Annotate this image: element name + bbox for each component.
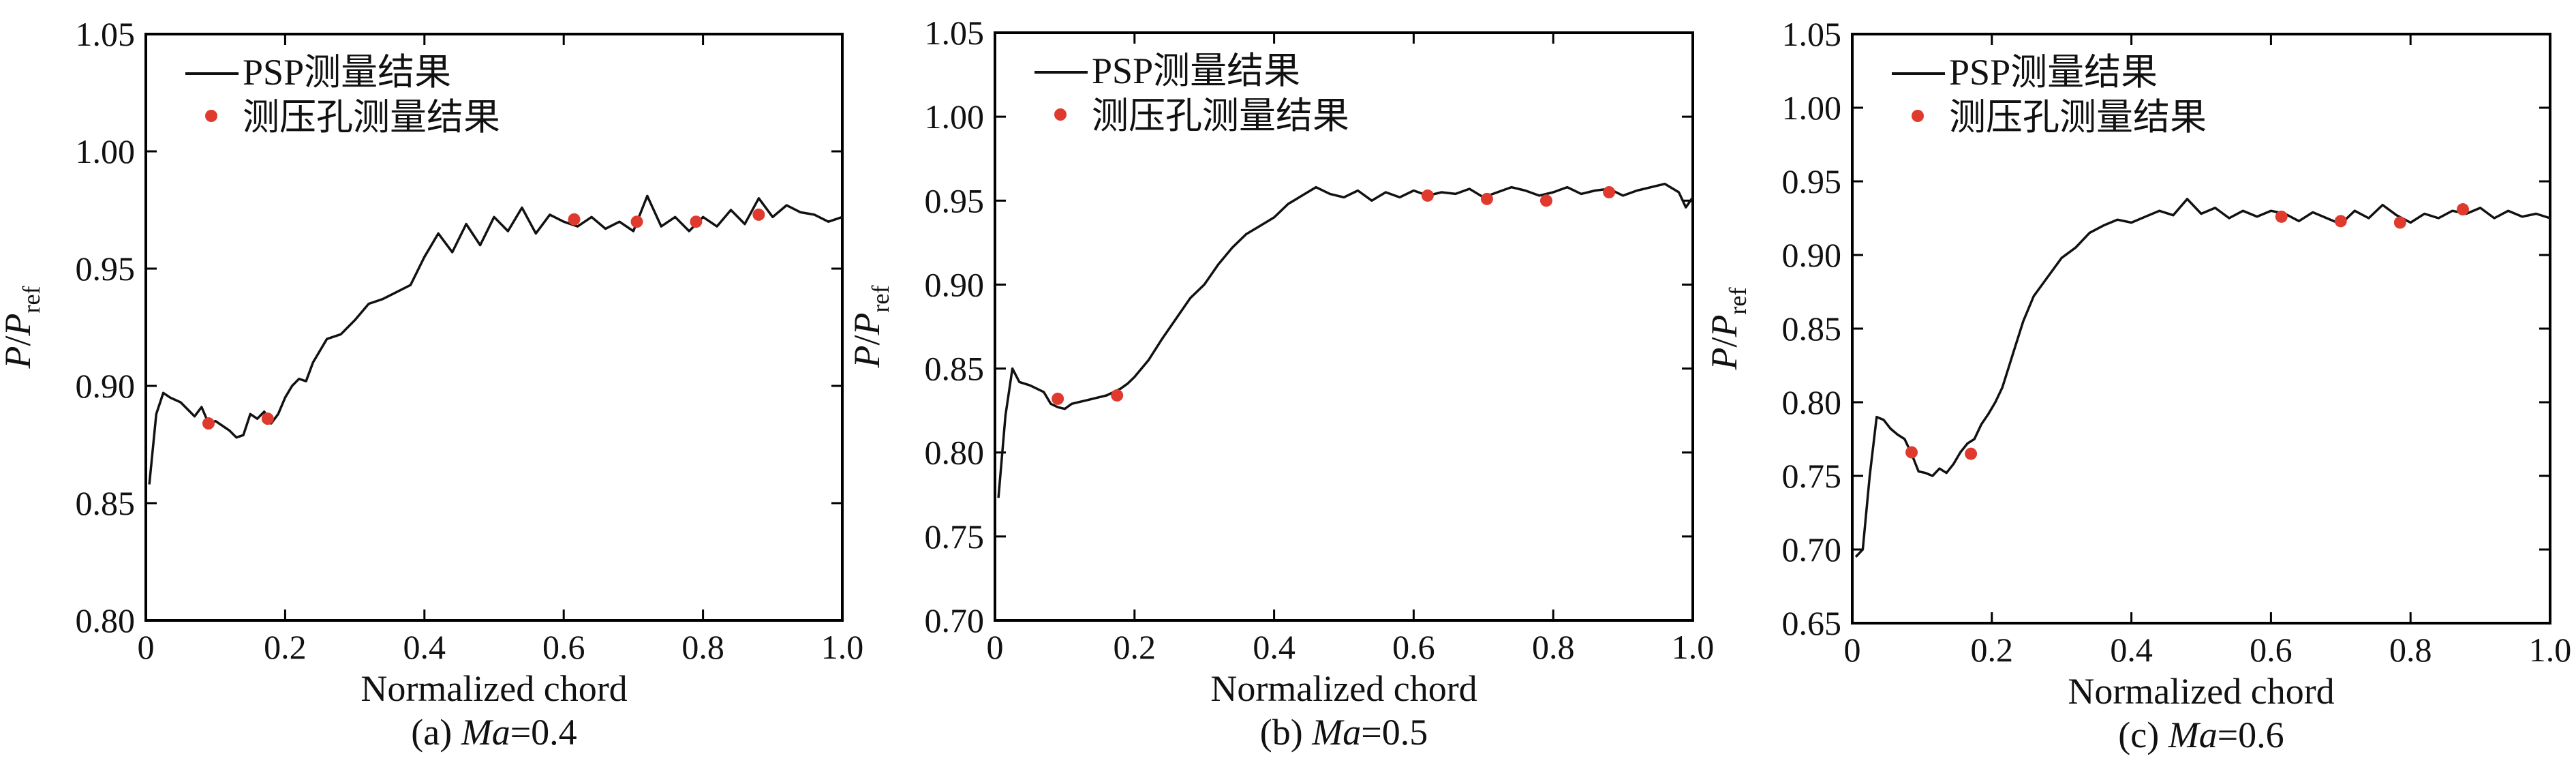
y-tick-label: 1.00: [925, 97, 985, 136]
y-tick-label: 1.00: [1782, 89, 1842, 127]
data-point-pressure-tap: [568, 213, 581, 226]
y-axis-label: P/Pref: [846, 286, 894, 369]
y-tick-label: 0.85: [76, 484, 136, 522]
y-tick-label: 0.90: [1782, 236, 1842, 274]
plot-frame: [994, 31, 1694, 622]
y-axis-label: P/Pref: [1704, 288, 1751, 371]
chart-panel-3: 0 0.2 0.4 0.6 0.8 1.0 0.65 0.70 0.75 0.80 0.85 0.90…: [1704, 15, 2571, 755]
y-tick-label: 0.90: [925, 265, 985, 303]
y-tick-label: 0.90: [76, 367, 136, 405]
x-tick-label: 0.4: [403, 628, 446, 666]
x-tick-label: 0: [1844, 631, 1861, 669]
x-tick-label: 0.2: [1971, 631, 2014, 669]
legend-label-pressure-tap: 测压孔测量结果: [243, 97, 500, 138]
x-tick-label: 0: [987, 628, 1004, 666]
chart-panel-2: 0 0.2 0.4 0.6 0.8 1.0 0.70 0.75 0.80 0.85 0.90 0.95…: [846, 14, 1714, 753]
legend-label-psp: PSP测量结果: [243, 52, 451, 93]
x-axis-label: Normalized chord: [2068, 671, 2334, 712]
x-tick-label: 1.0: [821, 628, 864, 666]
y-tick-label: 0.75: [1782, 457, 1842, 495]
legend-marker-swatch: [1054, 108, 1067, 121]
panel-caption: (b) Ma=0.5: [1260, 712, 1428, 753]
y-tick-label: 0.70: [925, 601, 985, 640]
data-point-pressure-tap: [2393, 216, 2406, 229]
x-tick-label: 1.0: [1672, 628, 1715, 666]
y-tick-label: 0.85: [925, 350, 985, 388]
legend-label-psp: PSP测量结果: [1949, 52, 2158, 93]
y-tick-label: 1.05: [76, 15, 136, 53]
chart-panel-1: 0 0.2 0.4 0.6 0.8 1.0 0.80 0.85 0.90 0.95 1.00 1.05…: [0, 15, 863, 753]
data-point-pressure-tap: [2334, 215, 2347, 228]
data-point-pressure-tap: [630, 215, 643, 228]
x-tick-label: 0.4: [1253, 628, 1295, 666]
y-tick-label: 1.00: [76, 132, 136, 170]
data-point-pressure-tap: [2457, 203, 2469, 216]
data-point-pressure-tap: [1421, 189, 1434, 202]
legend-marker-swatch: [1912, 110, 1924, 122]
y-tick-label: 0.95: [925, 181, 985, 220]
series-line-psp: [997, 182, 1694, 498]
y-tick-label: 1.05: [1782, 15, 1842, 53]
data-point-pressure-tap: [1905, 446, 1918, 459]
x-tick-label: 0.8: [1532, 628, 1575, 666]
x-axis-label: Normalized chord: [361, 668, 627, 709]
data-point-pressure-tap: [1480, 192, 1493, 205]
y-tick-label: 0.95: [76, 250, 136, 288]
legend-label-pressure-tap: 测压孔测量结果: [1949, 97, 2207, 138]
legend-marker-swatch: [205, 110, 217, 122]
x-tick-label: 0.6: [542, 628, 585, 666]
panel-caption: (c) Ma=0.6: [2118, 715, 2284, 755]
data-point-pressure-tap: [1965, 447, 1978, 460]
y-tick-label: 0.80: [76, 601, 136, 640]
y-tick-label: 0.80: [1782, 383, 1842, 421]
x-axis-label: Normalized chord: [1210, 668, 1477, 709]
data-point-pressure-tap: [752, 208, 765, 221]
series-line-psp: [1854, 198, 2551, 558]
legend-label-pressure-tap: 测压孔测量结果: [1092, 95, 1349, 136]
y-tick-label: 0.65: [1782, 604, 1842, 642]
x-tick-label: 0.8: [2389, 631, 2432, 669]
data-point-pressure-tap: [1539, 194, 1552, 207]
data-point-pressure-tap: [202, 417, 215, 430]
x-tick-label: 1.0: [2529, 631, 2572, 669]
y-tick-label: 0.80: [925, 434, 985, 472]
x-tick-label: 0: [138, 628, 155, 666]
series-line-psp: [148, 194, 843, 485]
x-tick-label: 0.2: [264, 628, 307, 666]
x-tick-label: 0.2: [1114, 628, 1156, 666]
plot-frame: [144, 33, 844, 622]
x-tick-label: 0.4: [2110, 631, 2153, 669]
y-tick-label: 0.75: [925, 517, 985, 556]
data-point-pressure-tap: [1052, 392, 1064, 405]
x-tick-label: 0.6: [2250, 631, 2293, 669]
y-tick-label: 0.85: [1782, 310, 1842, 348]
data-point-pressure-tap: [1111, 389, 1124, 402]
data-point-pressure-tap: [690, 215, 703, 228]
y-axis-label: P/Pref: [0, 286, 45, 370]
y-tick-label: 0.95: [1782, 162, 1842, 200]
y-tick-label: 1.05: [925, 14, 985, 52]
x-tick-label: 0.6: [1392, 628, 1435, 666]
data-point-pressure-tap: [261, 412, 274, 425]
data-point-pressure-tap: [1603, 185, 1616, 198]
data-point-pressure-tap: [2275, 210, 2288, 223]
legend-label-psp: PSP测量结果: [1092, 50, 1300, 91]
x-tick-label: 0.8: [681, 628, 724, 666]
panel-caption: (a) Ma=0.4: [411, 712, 577, 753]
y-tick-label: 0.70: [1782, 530, 1842, 569]
